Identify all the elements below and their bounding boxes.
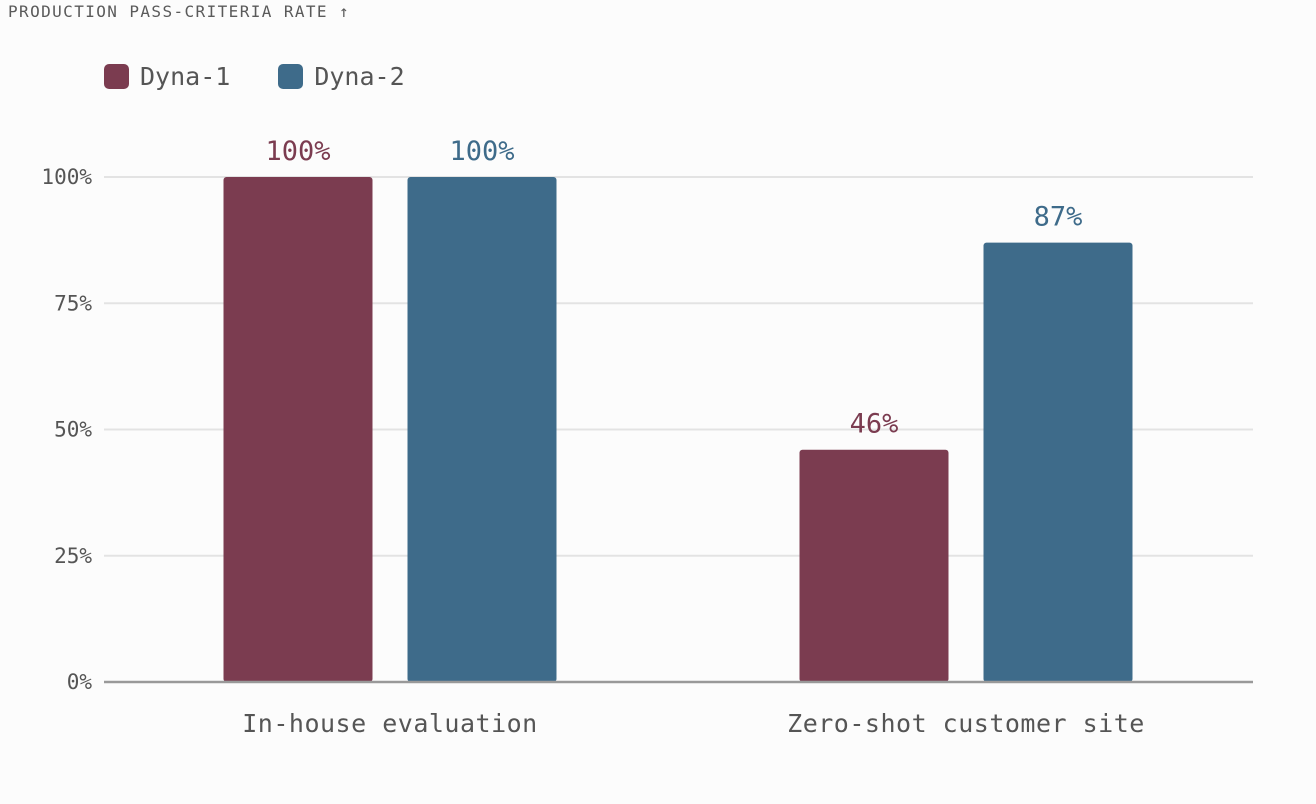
legend-item-dyna-2: Dyna-2 (278, 62, 405, 91)
y-tick-label: 25% (54, 544, 92, 568)
y-tick-label: 100% (41, 165, 92, 189)
data-label: 46% (850, 409, 899, 440)
y-tick-label: 75% (54, 291, 92, 315)
legend: Dyna-1 Dyna-2 (104, 62, 405, 91)
data-label: 100% (449, 136, 514, 167)
data-label: 100% (265, 136, 330, 167)
bar (799, 449, 949, 682)
legend-swatch-dyna-1 (104, 64, 129, 89)
x-tick-label: In-house evaluation (242, 709, 537, 738)
data-label: 87% (1034, 202, 1083, 233)
bar (983, 242, 1133, 682)
y-tick-label: 50% (54, 418, 92, 442)
legend-label-dyna-2: Dyna-2 (314, 62, 405, 91)
bar (223, 177, 373, 682)
bar (407, 177, 557, 682)
chart-title: PRODUCTION PASS-CRITERIA RATE ↑ (8, 2, 351, 21)
x-tick-label: Zero-shot customer site (787, 709, 1145, 738)
legend-swatch-dyna-2 (278, 64, 304, 89)
y-tick-label: 0% (67, 670, 93, 694)
legend-label-dyna-1: Dyna-1 (140, 62, 231, 91)
legend-item-dyna-1: Dyna-1 (104, 62, 230, 91)
